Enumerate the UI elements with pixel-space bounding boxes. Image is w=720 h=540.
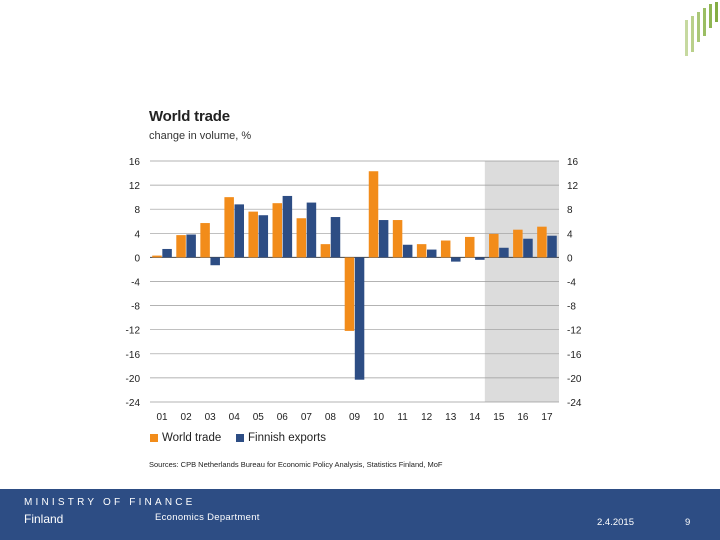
y-tick-label-right: -4 bbox=[567, 278, 576, 289]
bar-finnish-exports-08 bbox=[330, 217, 341, 258]
y-tick-label-right: -8 bbox=[567, 302, 576, 313]
bar-finnish-exports-06 bbox=[282, 195, 293, 258]
x-tick-label: 01 bbox=[156, 412, 168, 423]
bar-world-trade-16 bbox=[513, 229, 523, 258]
bar-world-trade-12 bbox=[416, 244, 427, 258]
bar-world-trade-02 bbox=[176, 235, 186, 258]
page-number: 9 bbox=[685, 517, 691, 528]
y-tick-label-right: 12 bbox=[567, 181, 579, 192]
bar-finnish-exports-17 bbox=[547, 235, 557, 258]
bar-finnish-exports-16 bbox=[523, 238, 533, 258]
y-tick-label-right: 0 bbox=[567, 253, 573, 264]
bar-finnish-exports-09 bbox=[354, 257, 365, 380]
slide-date: 2.4.2015 bbox=[597, 517, 634, 528]
bar-world-trade-10 bbox=[368, 171, 379, 258]
y-tick-label-right: -20 bbox=[567, 374, 582, 385]
x-tick-label: 03 bbox=[205, 412, 217, 423]
x-tick-label: 15 bbox=[493, 412, 505, 423]
legend-swatch-finnish-exports bbox=[236, 434, 244, 442]
y-tick-label-right: -12 bbox=[567, 326, 582, 337]
x-tick-label: 07 bbox=[301, 412, 313, 423]
y-tick-label-left: 12 bbox=[129, 181, 141, 192]
x-tick-label: 10 bbox=[373, 412, 385, 423]
bar-world-trade-09 bbox=[344, 257, 355, 331]
bar-finnish-exports-15 bbox=[499, 247, 509, 258]
y-tick-label-left: 0 bbox=[134, 253, 140, 264]
y-tick-label-left: -16 bbox=[126, 350, 141, 361]
legend-item-world-trade: World trade bbox=[150, 432, 221, 444]
bar-world-trade-13 bbox=[440, 240, 451, 258]
bar-finnish-exports-12 bbox=[426, 249, 437, 258]
x-tick-label: 12 bbox=[421, 412, 433, 423]
bar-world-trade-17 bbox=[537, 226, 547, 258]
brand-logo-icon bbox=[685, 2, 718, 56]
x-tick-label: 06 bbox=[277, 412, 289, 423]
bar-finnish-exports-14 bbox=[475, 257, 485, 260]
bar-world-trade-06 bbox=[272, 203, 283, 258]
chart-source-note: Sources: CPB Netherlands Bureau for Econ… bbox=[149, 460, 443, 469]
y-tick-label-left: -4 bbox=[131, 278, 140, 289]
y-tick-label-left: -8 bbox=[131, 302, 140, 313]
x-tick-label: 05 bbox=[253, 412, 265, 423]
bar-world-trade-11 bbox=[392, 220, 403, 258]
bar-finnish-exports-02 bbox=[186, 234, 196, 258]
legend-item-finnish-exports: Finnish exports bbox=[236, 432, 326, 444]
bar-world-trade-04 bbox=[224, 197, 234, 258]
y-tick-label-left: -20 bbox=[126, 374, 141, 385]
x-tick-label: 09 bbox=[349, 412, 361, 423]
x-tick-label: 11 bbox=[397, 412, 408, 423]
legend-label-world-trade: World trade bbox=[162, 432, 222, 444]
chart-title: World trade bbox=[149, 108, 230, 125]
y-tick-label-right: -24 bbox=[567, 398, 582, 409]
bar-finnish-exports-10 bbox=[378, 220, 389, 258]
x-tick-label: 08 bbox=[325, 412, 337, 423]
chart-subtitle: change in volume, % bbox=[149, 130, 252, 142]
bar-world-trade-05 bbox=[248, 211, 258, 258]
bar-finnish-exports-07 bbox=[306, 202, 317, 258]
y-tick-label-right: 4 bbox=[567, 229, 573, 240]
bar-world-trade-07 bbox=[296, 218, 307, 258]
bar-finnish-exports-03 bbox=[210, 257, 220, 266]
bar-finnish-exports-13 bbox=[451, 257, 461, 262]
x-tick-label: 13 bbox=[445, 412, 457, 423]
bar-world-trade-03 bbox=[200, 223, 210, 258]
y-tick-label-left: -12 bbox=[126, 326, 141, 337]
x-tick-label: 17 bbox=[541, 412, 553, 423]
y-tick-label-left: 8 bbox=[134, 205, 140, 216]
bar-world-trade-08 bbox=[320, 244, 331, 258]
legend-label-finnish-exports: Finnish exports bbox=[248, 432, 326, 444]
y-tick-label-right: 8 bbox=[567, 205, 573, 216]
x-tick-label: 02 bbox=[181, 412, 193, 423]
ministry-name: MINISTRY OF FINANCE bbox=[24, 497, 196, 508]
x-tick-label: 16 bbox=[517, 412, 529, 423]
y-tick-label-left: -24 bbox=[126, 398, 141, 409]
bar-finnish-exports-01 bbox=[162, 248, 172, 258]
bar-world-trade-14 bbox=[464, 236, 475, 258]
bar-world-trade-01 bbox=[152, 255, 162, 258]
footer-bar: MINISTRY OF FINANCE Finland Economics De… bbox=[0, 489, 720, 540]
bar-world-trade-15 bbox=[489, 233, 499, 258]
y-tick-label-right: 16 bbox=[567, 157, 579, 168]
x-tick-label: 14 bbox=[469, 412, 481, 423]
bar-finnish-exports-11 bbox=[402, 244, 413, 258]
y-tick-label-left: 16 bbox=[129, 157, 141, 168]
department-label: Economics Department bbox=[155, 512, 260, 523]
x-tick-label: 04 bbox=[229, 412, 241, 423]
y-tick-label-right: -16 bbox=[567, 350, 582, 361]
y-tick-label-left: 4 bbox=[134, 229, 140, 240]
world-trade-chart: 16 16 12 12 8 8 4 4 0 0 -4 -4 -8 -8 -12 -12 -16 -16 -20 -20… bbox=[126, 157, 582, 423]
legend-swatch-world-trade bbox=[150, 434, 158, 442]
bar-finnish-exports-04 bbox=[234, 204, 245, 258]
ministry-country: Finland bbox=[24, 512, 64, 526]
bar-finnish-exports-05 bbox=[258, 215, 269, 258]
